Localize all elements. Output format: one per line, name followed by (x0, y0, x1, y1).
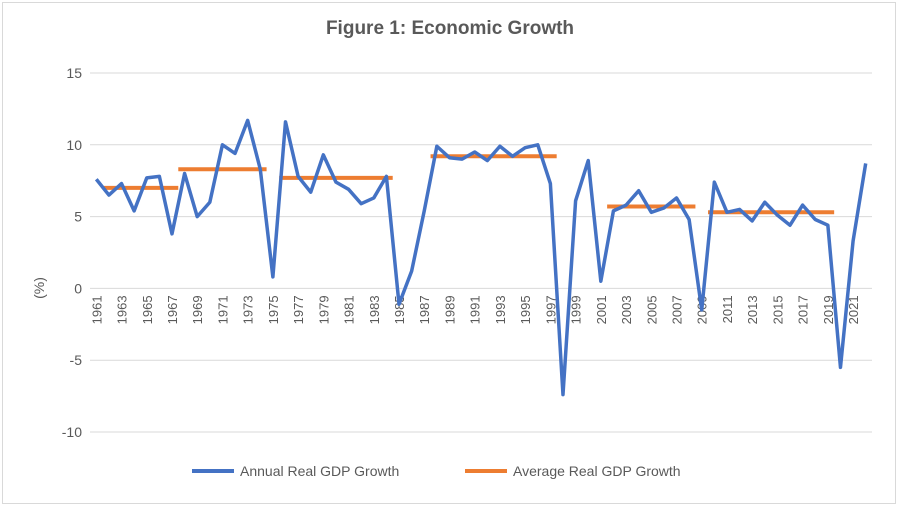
x-tick-label: 2007 (670, 295, 685, 324)
y-tick-label: 10 (66, 137, 82, 153)
x-tick-label: 1995 (518, 295, 533, 324)
x-tick-label: 1987 (417, 295, 432, 324)
x-tick-label: 1973 (241, 295, 256, 324)
legend-label: Average Real GDP Growth (513, 463, 681, 479)
x-tick-label: 1999 (569, 295, 584, 324)
x-tick-label: 2011 (720, 295, 735, 323)
x-tick-label: 1963 (115, 295, 130, 324)
x-tick-label: 1965 (140, 295, 155, 324)
x-tick-label: 2021 (846, 295, 861, 324)
y-tick-label: 15 (66, 65, 82, 81)
x-tick-label: 1971 (215, 295, 230, 324)
x-tick-label: 1997 (543, 295, 558, 324)
x-tick-label: 2013 (745, 295, 760, 324)
x-tick-label: 2003 (619, 295, 634, 324)
x-tick-label: 1967 (165, 295, 180, 324)
x-tick-label: 1983 (367, 295, 382, 324)
chart-title: Figure 1: Economic Growth (325, 18, 575, 39)
y-tick-label: 0 (74, 280, 82, 296)
x-tick-label: 1993 (493, 295, 508, 324)
y-tick-label: 5 (74, 209, 82, 225)
x-tick-label: 1961 (89, 295, 104, 324)
legend-label: Annual Real GDP Growth (240, 463, 399, 479)
x-tick-label: 1985 (392, 295, 407, 324)
legend: Annual Real GDP Growth Average Real GDP G… (192, 463, 681, 479)
x-tick-label: 1989 (442, 295, 457, 324)
annual-growth-line (94, 118, 868, 397)
x-tick-label: 1975 (266, 295, 281, 324)
x-tick-label: 2015 (770, 295, 785, 324)
x-tick-label: 2019 (821, 295, 836, 324)
x-tick-label: 1981 (342, 295, 357, 324)
x-tick-label: 2005 (644, 295, 659, 324)
y-tick-label: -10 (62, 424, 82, 440)
y-tick-label: -5 (70, 352, 83, 368)
x-tick-label: 1979 (316, 295, 331, 324)
x-tick-label: 1991 (468, 295, 483, 324)
x-tick-label: 2017 (796, 295, 811, 324)
x-tick-label: 1969 (190, 295, 205, 324)
x-tick-label: 1977 (291, 295, 306, 324)
x-tick-label: 2001 (594, 295, 609, 324)
y-axis-label: (%) (31, 277, 47, 299)
